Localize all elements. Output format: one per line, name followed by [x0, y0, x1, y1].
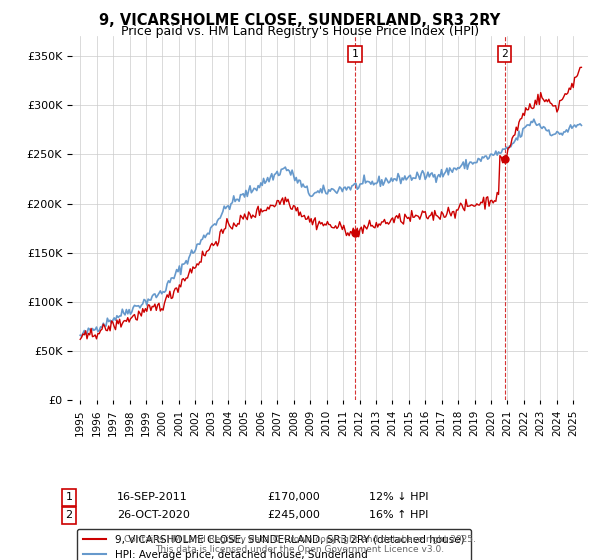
Text: 16-SEP-2011: 16-SEP-2011 — [117, 492, 188, 502]
Text: 16% ↑ HPI: 16% ↑ HPI — [369, 510, 428, 520]
Legend: 9, VICARSHOLME CLOSE, SUNDERLAND, SR3 2RY (detached house), HPI: Average price, : 9, VICARSHOLME CLOSE, SUNDERLAND, SR3 2R… — [77, 529, 470, 560]
Text: £245,000: £245,000 — [267, 510, 320, 520]
Text: 1: 1 — [352, 49, 358, 59]
Text: 26-OCT-2020: 26-OCT-2020 — [117, 510, 190, 520]
Text: 9, VICARSHOLME CLOSE, SUNDERLAND, SR3 2RY: 9, VICARSHOLME CLOSE, SUNDERLAND, SR3 2R… — [100, 13, 500, 28]
Text: Contains HM Land Registry data © Crown copyright and database right 2025.
This d: Contains HM Land Registry data © Crown c… — [124, 535, 476, 554]
Text: 12% ↓ HPI: 12% ↓ HPI — [369, 492, 428, 502]
Text: £170,000: £170,000 — [267, 492, 320, 502]
Text: 2: 2 — [65, 510, 73, 520]
Text: Price paid vs. HM Land Registry's House Price Index (HPI): Price paid vs. HM Land Registry's House … — [121, 25, 479, 38]
Text: 1: 1 — [65, 492, 73, 502]
Text: 2: 2 — [501, 49, 508, 59]
